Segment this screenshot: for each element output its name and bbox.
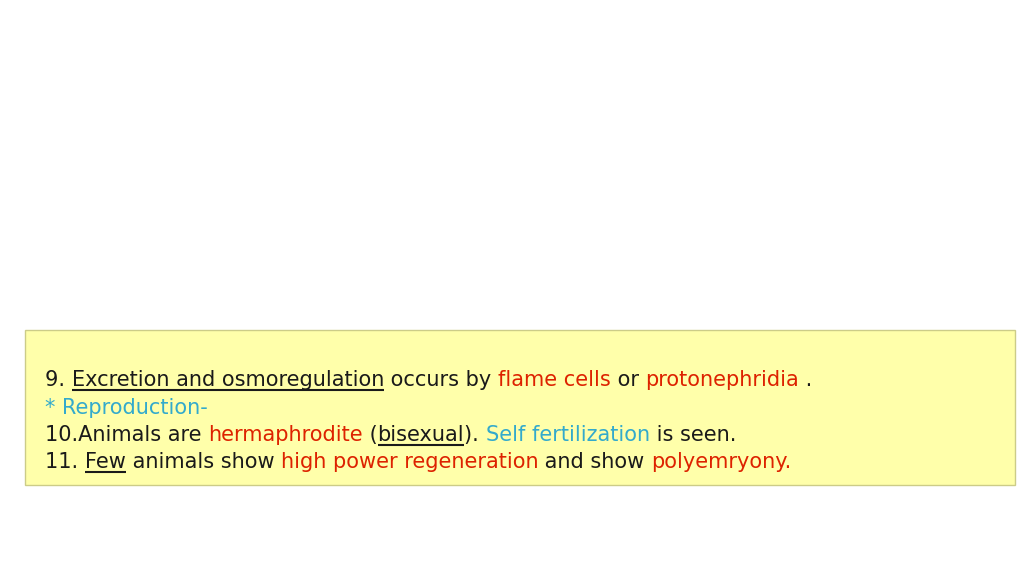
Text: 11.: 11. xyxy=(45,452,85,472)
Text: occurs by: occurs by xyxy=(384,370,498,390)
Text: polyemryony.: polyemryony. xyxy=(651,452,792,472)
Text: or: or xyxy=(610,370,645,390)
Text: bisexual: bisexual xyxy=(378,425,464,445)
Text: Excretion and osmoregulation: Excretion and osmoregulation xyxy=(72,370,384,390)
Text: Self fertilization: Self fertilization xyxy=(485,425,649,445)
Text: (: ( xyxy=(362,425,378,445)
FancyBboxPatch shape xyxy=(25,330,1015,485)
Text: and show: and show xyxy=(539,452,651,472)
Text: animals show: animals show xyxy=(126,452,281,472)
Text: flame cells: flame cells xyxy=(498,370,610,390)
Text: is seen.: is seen. xyxy=(649,425,736,445)
Text: 9.: 9. xyxy=(45,370,72,390)
Text: * Reproduction-: * Reproduction- xyxy=(45,398,208,418)
Text: Few: Few xyxy=(85,452,126,472)
Text: .: . xyxy=(799,370,812,390)
Text: hermaphrodite: hermaphrodite xyxy=(208,425,362,445)
Text: high power regeneration: high power regeneration xyxy=(281,452,539,472)
Text: protonephridia: protonephridia xyxy=(645,370,799,390)
Text: ).: ). xyxy=(464,425,485,445)
Text: 10.Animals are: 10.Animals are xyxy=(45,425,208,445)
